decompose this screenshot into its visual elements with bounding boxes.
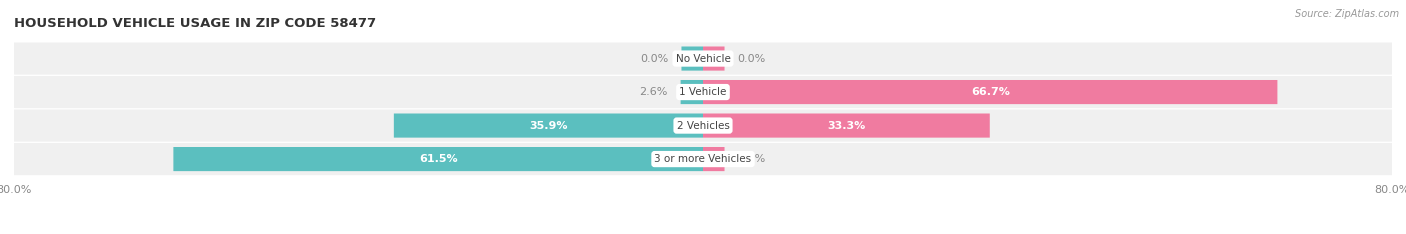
Text: 66.7%: 66.7% bbox=[970, 87, 1010, 97]
FancyBboxPatch shape bbox=[703, 147, 724, 171]
Text: 0.0%: 0.0% bbox=[738, 154, 766, 164]
FancyBboxPatch shape bbox=[173, 147, 703, 171]
FancyBboxPatch shape bbox=[681, 80, 703, 104]
FancyBboxPatch shape bbox=[682, 47, 703, 71]
FancyBboxPatch shape bbox=[394, 113, 703, 138]
FancyBboxPatch shape bbox=[703, 113, 990, 138]
Text: 2 Vehicles: 2 Vehicles bbox=[676, 121, 730, 131]
FancyBboxPatch shape bbox=[703, 47, 724, 71]
Text: 0.0%: 0.0% bbox=[640, 54, 669, 64]
FancyBboxPatch shape bbox=[703, 80, 1278, 104]
FancyBboxPatch shape bbox=[14, 110, 1392, 142]
Text: 0.0%: 0.0% bbox=[738, 54, 766, 64]
FancyBboxPatch shape bbox=[14, 143, 1392, 175]
Text: 3 or more Vehicles: 3 or more Vehicles bbox=[654, 154, 752, 164]
Text: 1 Vehicle: 1 Vehicle bbox=[679, 87, 727, 97]
FancyBboxPatch shape bbox=[14, 42, 1392, 75]
Text: Source: ZipAtlas.com: Source: ZipAtlas.com bbox=[1295, 9, 1399, 19]
Text: 35.9%: 35.9% bbox=[529, 121, 568, 131]
Text: HOUSEHOLD VEHICLE USAGE IN ZIP CODE 58477: HOUSEHOLD VEHICLE USAGE IN ZIP CODE 5847… bbox=[14, 17, 377, 30]
Text: No Vehicle: No Vehicle bbox=[675, 54, 731, 64]
Text: 2.6%: 2.6% bbox=[640, 87, 668, 97]
Text: 33.3%: 33.3% bbox=[827, 121, 866, 131]
FancyBboxPatch shape bbox=[14, 76, 1392, 108]
Text: 61.5%: 61.5% bbox=[419, 154, 457, 164]
